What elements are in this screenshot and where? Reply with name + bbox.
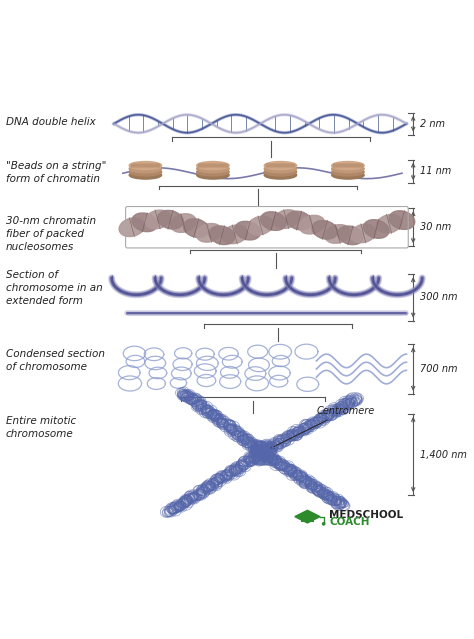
Ellipse shape	[129, 168, 162, 176]
Ellipse shape	[325, 225, 350, 243]
Text: Entire mitotic
chromosome: Entire mitotic chromosome	[6, 416, 76, 440]
Text: Centromere: Centromere	[270, 406, 374, 449]
Text: 700 nm: 700 nm	[420, 364, 457, 374]
Ellipse shape	[351, 224, 376, 243]
Ellipse shape	[389, 211, 415, 229]
Text: DNA double helix: DNA double helix	[6, 117, 96, 127]
Ellipse shape	[222, 225, 247, 243]
Ellipse shape	[264, 171, 297, 179]
Polygon shape	[295, 511, 320, 523]
Text: COACH: COACH	[329, 517, 370, 527]
Ellipse shape	[332, 168, 364, 176]
Text: 11 nm: 11 nm	[420, 166, 451, 176]
Ellipse shape	[129, 162, 162, 169]
Ellipse shape	[171, 213, 196, 233]
Ellipse shape	[332, 162, 364, 169]
Ellipse shape	[132, 213, 157, 232]
Ellipse shape	[264, 162, 297, 169]
Ellipse shape	[196, 224, 222, 242]
Ellipse shape	[145, 210, 171, 229]
Ellipse shape	[299, 215, 325, 234]
Ellipse shape	[273, 210, 299, 229]
Ellipse shape	[248, 216, 273, 235]
Text: Section of
chromosome in an
extended form: Section of chromosome in an extended for…	[6, 270, 103, 306]
Text: 30-nm chromatin
fiber of packed
nucleosomes: 30-nm chromatin fiber of packed nucleoso…	[6, 216, 96, 252]
Ellipse shape	[183, 219, 209, 238]
Text: 2 nm: 2 nm	[420, 119, 445, 128]
Ellipse shape	[197, 168, 229, 176]
FancyBboxPatch shape	[301, 515, 314, 522]
Ellipse shape	[364, 220, 389, 238]
Text: "Beads on a string"
form of chromatin: "Beads on a string" form of chromatin	[6, 160, 106, 184]
Ellipse shape	[197, 165, 229, 173]
Ellipse shape	[286, 212, 312, 230]
Text: 30 nm: 30 nm	[420, 222, 451, 232]
Ellipse shape	[332, 165, 364, 173]
Text: 300 nm: 300 nm	[420, 293, 457, 302]
Ellipse shape	[376, 215, 402, 233]
Circle shape	[322, 523, 325, 525]
Ellipse shape	[119, 218, 145, 236]
Ellipse shape	[235, 221, 260, 240]
Ellipse shape	[197, 171, 229, 179]
Ellipse shape	[209, 226, 235, 245]
Text: Condensed section
of chromosome: Condensed section of chromosome	[6, 349, 105, 372]
Text: MEDSCHOOL: MEDSCHOOL	[329, 510, 403, 520]
Ellipse shape	[332, 171, 364, 179]
Ellipse shape	[129, 165, 162, 173]
Ellipse shape	[197, 162, 229, 169]
Ellipse shape	[337, 226, 364, 245]
Ellipse shape	[129, 171, 162, 179]
Ellipse shape	[312, 220, 337, 239]
Ellipse shape	[158, 210, 183, 229]
Ellipse shape	[264, 165, 297, 173]
Text: 1,400 nm: 1,400 nm	[420, 449, 467, 459]
Ellipse shape	[261, 212, 286, 231]
Ellipse shape	[264, 168, 297, 176]
